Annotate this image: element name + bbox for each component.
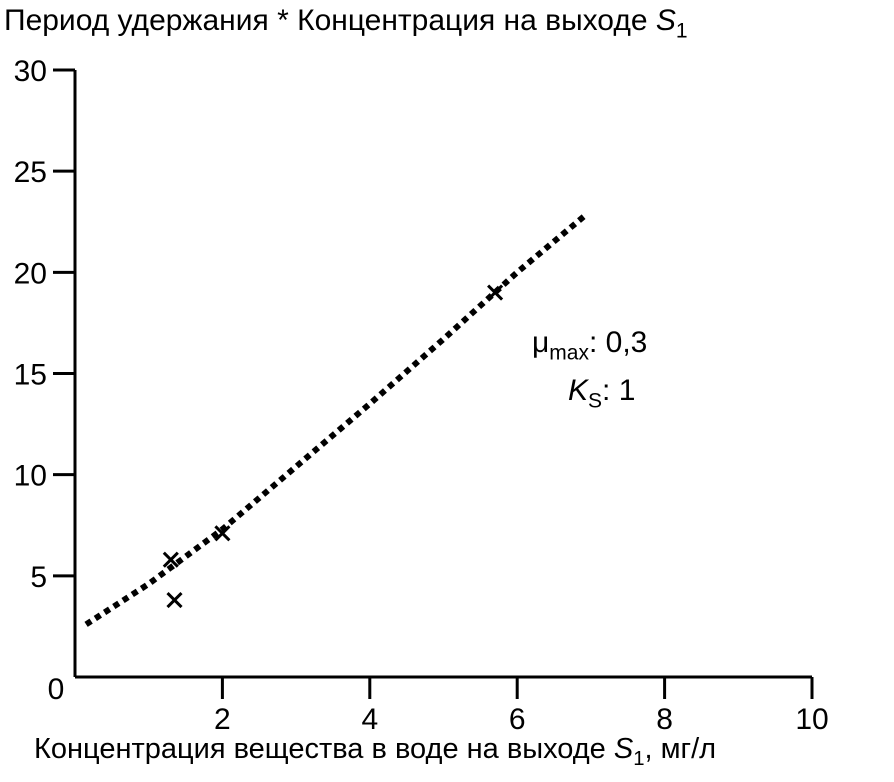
x-axis-label-suffix: , мг/л xyxy=(644,733,717,765)
y-tick-label: 15 xyxy=(14,359,47,392)
x-tick-label: 8 xyxy=(656,703,673,736)
chart-title-var: S xyxy=(655,4,676,37)
annotation-mu-symbol: μ xyxy=(532,326,550,359)
x-axis-label-sub: 1 xyxy=(633,748,645,771)
x-tick-label: 4 xyxy=(361,703,378,736)
annotation-mu-sub: max xyxy=(549,341,589,365)
y-tick-label: 25 xyxy=(14,156,47,189)
x-axis-label-var: S xyxy=(613,733,634,765)
y-tick-label: 30 xyxy=(14,55,47,88)
x-tick-label: 10 xyxy=(795,703,828,736)
x-axis-label: Концентрация вещества в воде на выходе S… xyxy=(34,733,716,771)
chart-title-text: Период удержания * Концентрация на выход… xyxy=(4,4,656,37)
x-tick-label: 2 xyxy=(214,703,231,736)
x-axis-label-text: Концентрация вещества в воде на выходе xyxy=(34,733,614,765)
annotation-ks-sub: S xyxy=(588,389,603,413)
chart-title: Период удержания * Концентрация на выход… xyxy=(4,4,688,43)
data-point-x-marker xyxy=(166,592,183,609)
chart-title-sub: 1 xyxy=(675,19,688,43)
y-tick-label: 5 xyxy=(30,561,47,594)
y-tick-label: 20 xyxy=(14,257,47,290)
x-tick-label: 6 xyxy=(509,703,526,736)
data-point-x-marker xyxy=(214,525,231,542)
annotation-ks-value: : 1 xyxy=(602,374,636,407)
annotation-mu-max: μmax: 0,3 xyxy=(532,326,647,365)
origin-label: 0 xyxy=(48,673,65,706)
trend-line-dotted xyxy=(84,211,590,627)
y-tick-label: 10 xyxy=(14,460,47,493)
annotation-ks: KS: 1 xyxy=(568,374,635,413)
data-point-x-marker xyxy=(162,551,179,568)
annotation-ks-symbol: K xyxy=(568,374,589,407)
annotation-mu-value: : 0,3 xyxy=(588,326,648,359)
data-point-x-marker xyxy=(487,284,504,301)
